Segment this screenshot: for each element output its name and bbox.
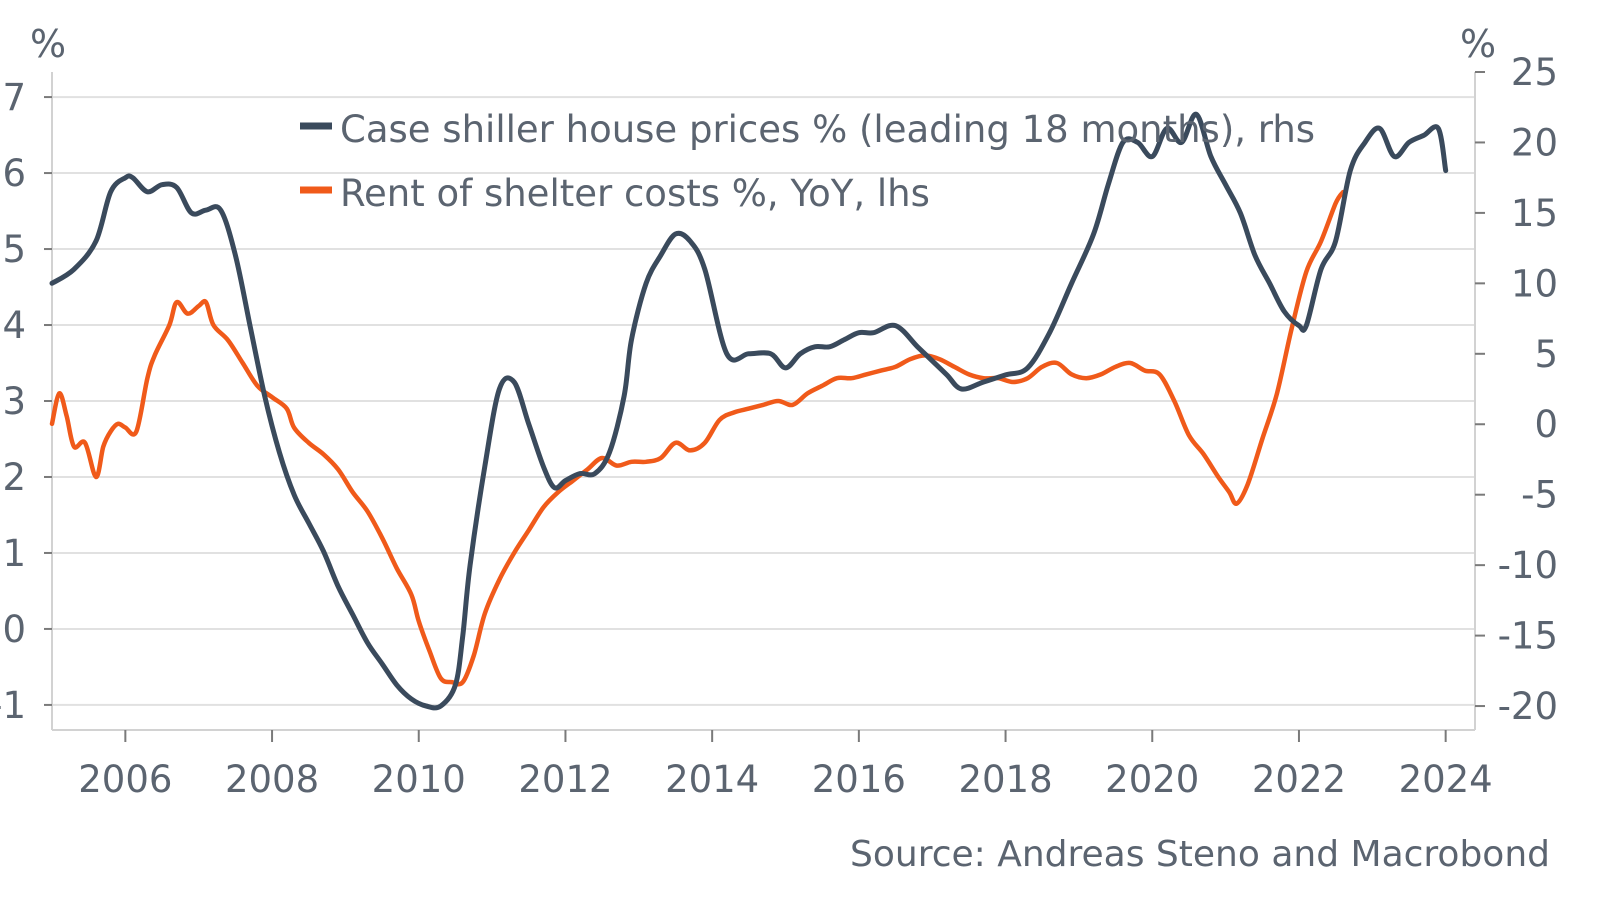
right-tick-label: 10 — [1511, 262, 1558, 305]
x-tick-label: 2020 — [1105, 758, 1199, 801]
left-axis-ticks: -1 0 1 2 3 4 5 6 7 — [0, 76, 52, 727]
left-tick-label: 3 — [2, 380, 26, 423]
left-tick-label: 2 — [2, 456, 26, 499]
right-tick-label: -10 — [1498, 544, 1558, 587]
x-tick-label: 2024 — [1399, 758, 1493, 801]
right-axis-ticks: -20 -15 -10 -5 0 5 10 15 20 25 — [1475, 51, 1558, 728]
x-tick-label: 2012 — [518, 758, 612, 801]
legend-label-rent-of-shelter: Rent of shelter costs %, YoY, lhs — [340, 172, 930, 215]
x-tick-label: 2022 — [1252, 758, 1346, 801]
legend: Case shiller house prices % (leading 18 … — [300, 108, 1315, 215]
right-tick-label: 20 — [1511, 121, 1558, 164]
right-tick-label: 25 — [1511, 51, 1558, 94]
x-tick-label: 2014 — [665, 758, 759, 801]
x-tick-label: 2006 — [78, 758, 172, 801]
x-axis-ticks: 2006 2008 2010 2012 2014 2016 2018 2020 2022 2024 — [78, 730, 1493, 801]
right-tick-label: 0 — [1534, 403, 1558, 446]
x-tick-label: 2018 — [958, 758, 1052, 801]
right-tick-label: -20 — [1498, 685, 1558, 728]
left-tick-label: 7 — [2, 76, 26, 119]
left-tick-label: -1 — [0, 684, 26, 727]
x-tick-label: 2008 — [225, 758, 319, 801]
right-axis-unit: % — [1460, 22, 1496, 66]
right-tick-label: 5 — [1534, 333, 1558, 376]
left-axis-unit: % — [30, 22, 66, 66]
series-line-rent-of-shelter — [49, 189, 1346, 687]
series-lines — [49, 111, 1449, 711]
right-tick-label: 15 — [1511, 192, 1558, 235]
left-tick-label: 0 — [2, 608, 26, 651]
left-tick-label: 5 — [2, 228, 26, 271]
source-note: Source: Andreas Steno and Macrobond — [850, 834, 1550, 875]
right-tick-label: -15 — [1498, 615, 1558, 658]
left-tick-label: 4 — [2, 304, 26, 347]
series-line-case-shiller — [49, 111, 1449, 711]
x-tick-label: 2010 — [372, 758, 466, 801]
left-tick-label: 6 — [2, 152, 26, 195]
legend-label-case-shiller: Case shiller house prices % (leading 18 … — [340, 108, 1315, 151]
right-tick-label: -5 — [1521, 474, 1558, 517]
left-tick-label: 1 — [2, 532, 26, 575]
x-tick-label: 2016 — [812, 758, 906, 801]
